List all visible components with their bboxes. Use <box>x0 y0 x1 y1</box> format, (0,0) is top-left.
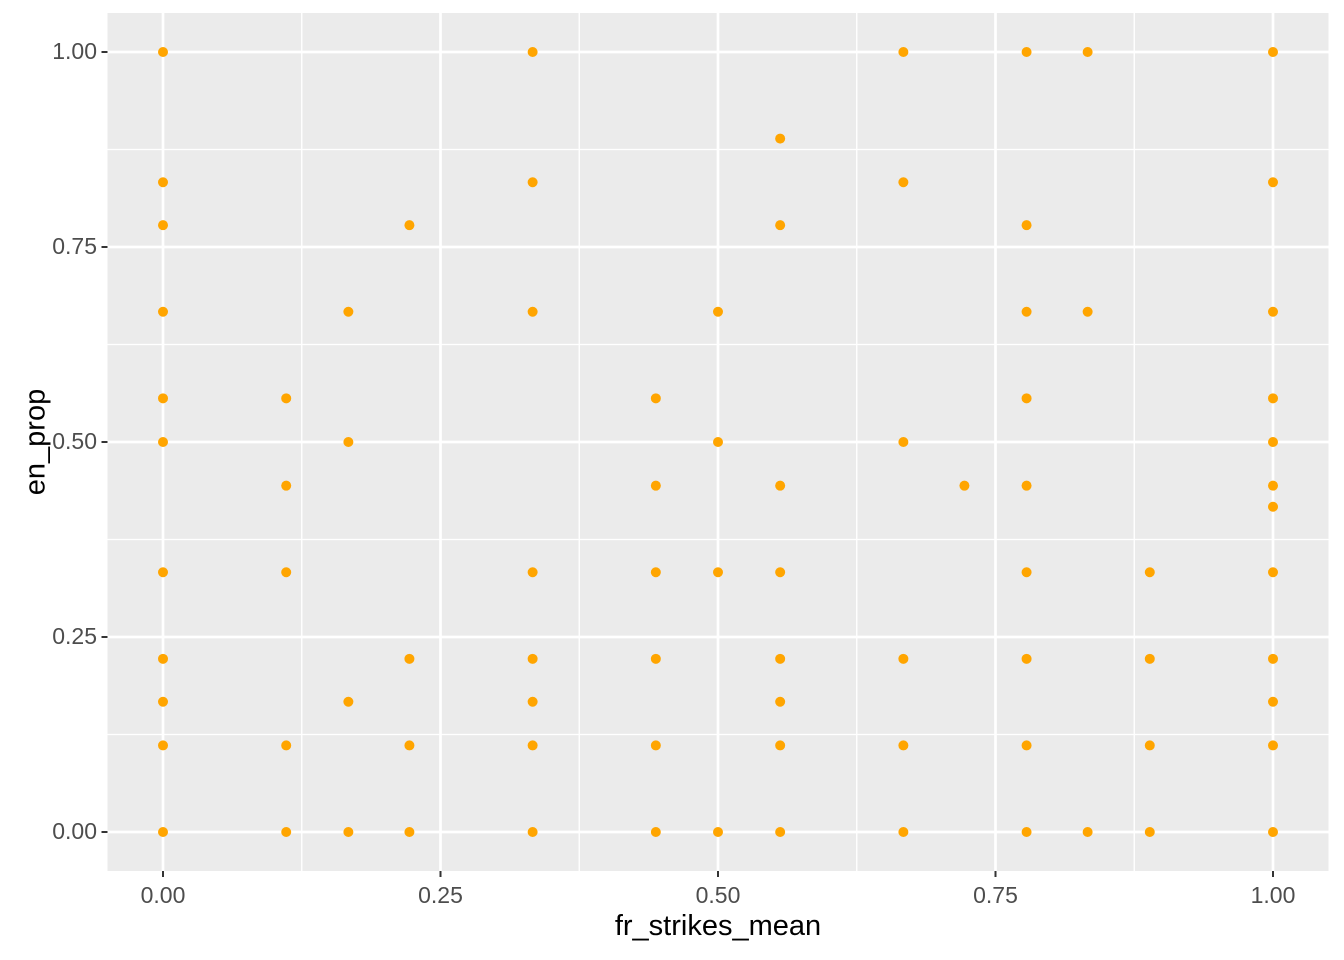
data-point <box>527 696 538 707</box>
data-point <box>1021 480 1032 491</box>
data-point <box>1268 47 1278 57</box>
data-point <box>1021 47 1032 57</box>
data-point <box>775 653 786 664</box>
data-point <box>527 653 538 664</box>
data-point <box>1268 393 1278 404</box>
data-point <box>898 177 909 188</box>
data-point <box>898 437 909 447</box>
x-axis-title: fr_strikes_mean <box>614 910 822 942</box>
data-point <box>650 827 661 837</box>
data-point <box>343 437 354 447</box>
data-point <box>1144 567 1155 578</box>
data-point <box>1268 740 1278 751</box>
x-tick-label: 0.00 <box>140 882 186 908</box>
data-point <box>158 393 168 404</box>
data-point <box>1021 306 1032 317</box>
y-tick-label: 1.00 <box>52 38 97 64</box>
data-point <box>158 827 168 837</box>
data-point <box>158 437 168 447</box>
data-point <box>158 567 168 578</box>
data-point <box>1021 827 1032 837</box>
data-point <box>281 740 292 751</box>
data-point <box>158 306 168 317</box>
data-point <box>1268 567 1278 578</box>
data-point <box>1144 740 1155 751</box>
data-point <box>527 567 538 578</box>
data-point <box>404 740 415 751</box>
data-point <box>1082 306 1093 317</box>
data-point <box>775 480 786 491</box>
data-point <box>1144 827 1155 837</box>
data-point <box>1082 827 1093 837</box>
data-point <box>898 47 909 57</box>
data-point <box>1021 740 1032 751</box>
data-point <box>1021 653 1032 664</box>
data-point <box>281 393 292 404</box>
x-tick-label: 0.50 <box>695 882 741 908</box>
data-point <box>527 740 538 751</box>
y-tick-label: 0.50 <box>52 428 97 454</box>
y-tick-label: 0.75 <box>52 233 97 259</box>
y-tick-label: 0.00 <box>52 818 97 844</box>
data-point <box>527 306 538 317</box>
data-point <box>775 133 786 144</box>
data-point <box>898 653 909 664</box>
data-point <box>158 696 168 707</box>
data-point <box>775 220 786 231</box>
data-point <box>650 393 661 404</box>
data-point <box>1268 696 1278 707</box>
data-point <box>775 827 786 837</box>
x-tick-label: 0.75 <box>973 882 1018 908</box>
data-point <box>527 47 538 57</box>
data-point <box>650 480 661 491</box>
data-point <box>650 740 661 751</box>
data-point <box>713 306 723 317</box>
data-point <box>713 567 723 578</box>
y-tick-label: 0.25 <box>52 623 97 649</box>
data-point <box>281 480 292 491</box>
data-point <box>158 177 168 188</box>
data-point <box>158 653 168 664</box>
data-point <box>343 696 354 707</box>
data-point <box>1268 437 1278 447</box>
data-point <box>1268 501 1278 512</box>
data-point <box>527 177 538 188</box>
x-tick-label: 0.25 <box>418 882 463 908</box>
data-point <box>1021 393 1032 404</box>
data-point <box>1268 306 1278 317</box>
data-point <box>1021 567 1032 578</box>
data-point <box>158 740 168 751</box>
data-point <box>898 827 909 837</box>
data-point <box>1268 827 1278 837</box>
data-point <box>343 306 354 317</box>
data-point <box>527 827 538 837</box>
data-point <box>650 567 661 578</box>
data-point <box>775 740 786 751</box>
data-point <box>404 220 415 231</box>
data-point <box>1082 47 1093 57</box>
data-point <box>281 827 292 837</box>
data-point <box>713 437 723 447</box>
data-point <box>1268 653 1278 664</box>
data-point <box>775 567 786 578</box>
data-point <box>158 220 168 231</box>
data-point <box>281 567 292 578</box>
data-point <box>775 696 786 707</box>
data-point <box>404 827 415 837</box>
data-point <box>650 653 661 664</box>
data-point <box>404 653 415 664</box>
data-point <box>713 827 723 837</box>
data-point <box>343 827 354 837</box>
data-point <box>1021 220 1032 231</box>
data-point <box>158 47 168 57</box>
data-point <box>1144 653 1155 664</box>
data-point <box>959 480 970 491</box>
data-point <box>1268 177 1278 188</box>
data-point <box>898 740 909 751</box>
data-point <box>1268 480 1278 491</box>
x-tick-label: 1.00 <box>1250 882 1296 908</box>
